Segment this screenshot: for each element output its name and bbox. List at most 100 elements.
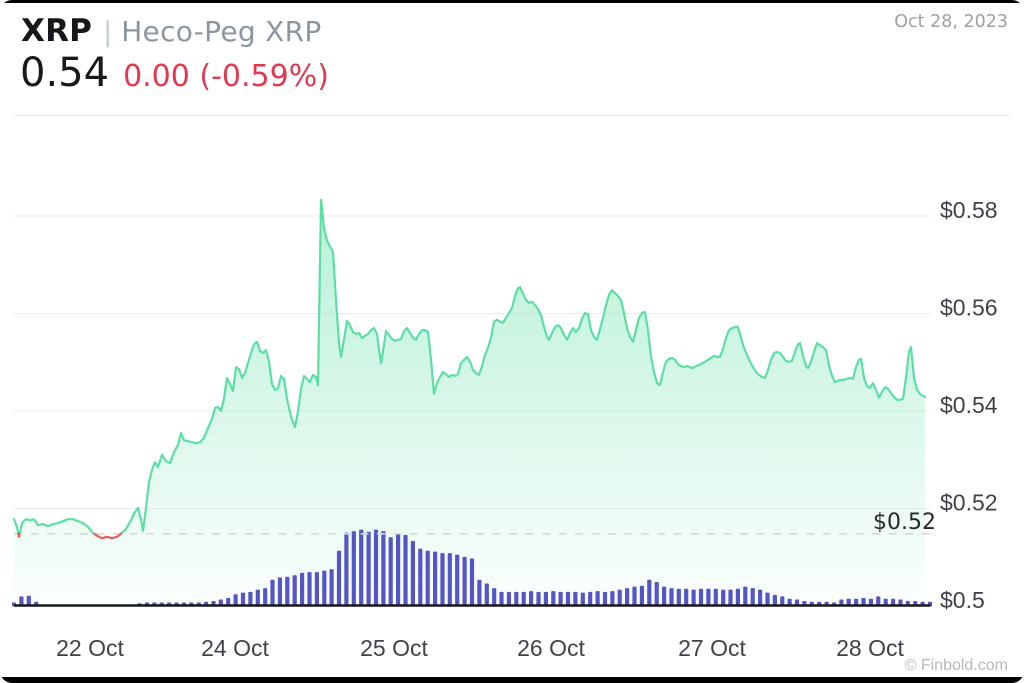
volume-bar [226, 598, 231, 607]
volume-bar [758, 589, 763, 607]
volume-bar [329, 569, 334, 607]
volume-bar [662, 586, 667, 607]
volume-bar [336, 550, 342, 607]
price-change: 0.00 (-0.59%) [123, 59, 329, 94]
volume-bar [344, 532, 349, 607]
card-border-bottom [0, 677, 1024, 683]
x-axis-tick-label: 26 Oct [517, 635, 585, 661]
volume-bar [580, 592, 585, 607]
volume-bar [558, 591, 563, 607]
current-price: 0.54 [20, 50, 110, 96]
header-separator [14, 115, 1010, 116]
volume-bar [669, 588, 674, 607]
previous-close-label: $0.52 [873, 510, 936, 535]
volume-bar [255, 589, 260, 607]
volume-bar [639, 585, 644, 607]
volume-bar [285, 576, 290, 607]
volume-bar [721, 589, 726, 607]
volume-bar [433, 551, 438, 607]
volume-bar [536, 591, 541, 607]
volume-bar [728, 589, 733, 607]
volume-bar [263, 588, 268, 607]
volume-bar [425, 550, 430, 607]
volume-bar [772, 594, 777, 607]
volume-bar [617, 589, 622, 607]
volume-bar [270, 579, 275, 607]
price-area-fill [14, 199, 925, 605]
volume-bar [477, 579, 482, 607]
price-line-red-segment [17, 532, 21, 538]
volume-bar [780, 596, 785, 607]
volume-bar [632, 586, 637, 607]
volume-bar [292, 575, 297, 607]
volume-bar [735, 588, 740, 607]
volume-bar [314, 572, 319, 607]
volume-bar [543, 591, 548, 607]
volume-bar [588, 591, 593, 607]
volume-bar [876, 596, 881, 607]
volume-bar [765, 592, 770, 607]
volume-bar [691, 589, 696, 607]
volume-bar [676, 588, 681, 607]
volume-bar [19, 596, 24, 607]
volume-bar [248, 591, 253, 607]
volume-bar [307, 572, 312, 607]
volume-bar [381, 531, 386, 607]
volume-bar [602, 591, 608, 607]
x-axis-tick-label: 28 Oct [836, 635, 904, 661]
volume-bar [322, 570, 327, 607]
volume-bar [240, 592, 246, 607]
y-axis-tick-label: $0.5 [940, 587, 985, 613]
x-axis-tick-label: 22 Oct [56, 635, 124, 661]
volume-bar [506, 591, 511, 607]
x-axis-tick-label: 24 Oct [201, 635, 269, 661]
volume-bar [447, 553, 452, 607]
volume-bar [233, 594, 238, 607]
volume-bar [388, 537, 393, 607]
volume-bar [713, 588, 718, 607]
y-axis-tick-label: $0.56 [940, 295, 998, 321]
volume-bar [684, 588, 689, 607]
volume-bar [514, 591, 519, 607]
volume-bar [26, 595, 31, 607]
volume-bar [595, 591, 600, 607]
volume-bar [521, 591, 526, 607]
volume-bar [418, 548, 423, 607]
page-title: XRP | Heco-Peg XRP [21, 13, 322, 49]
volume-bar [359, 529, 364, 607]
volume-bar [440, 553, 445, 607]
volume-bars [11, 529, 933, 607]
y-axis-tick-label: $0.54 [940, 392, 998, 418]
price-line-red-segment [93, 532, 123, 540]
price-line [12, 198, 927, 540]
volume-bar [351, 531, 356, 607]
volume-bar [455, 554, 460, 607]
coin-name: Heco-Peg XRP [121, 15, 322, 48]
volume-bar [366, 531, 371, 607]
volume-bar [565, 591, 571, 607]
coin-symbol: XRP [21, 13, 93, 49]
volume-bar [743, 586, 748, 607]
card-border-top [0, 0, 1024, 3]
price-line-below-baseline [17, 532, 123, 540]
volume-bar [625, 588, 630, 607]
volume-bar [499, 591, 504, 607]
volume-bar [373, 529, 379, 607]
title-divider: | [103, 17, 113, 48]
volume-bar [610, 591, 615, 607]
volume-bar [396, 534, 401, 607]
volume-bar [654, 582, 659, 607]
volume-bar [484, 583, 489, 607]
volume-bar [573, 591, 578, 607]
volume-bar [551, 591, 556, 607]
volume-bar [750, 588, 755, 607]
x-axis-tick-label: 25 Oct [360, 635, 428, 661]
y-axis-tick-label: $0.58 [940, 197, 998, 223]
volume-bar [861, 598, 866, 607]
volume-bar [462, 556, 467, 607]
volume-bar [410, 541, 415, 607]
volume-bar [698, 588, 704, 607]
price-row: 0.54 0.00 (-0.59%) [20, 50, 329, 96]
